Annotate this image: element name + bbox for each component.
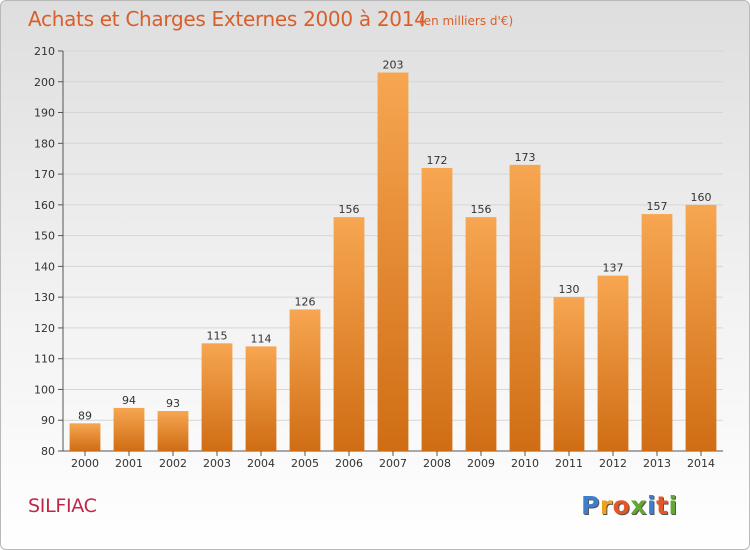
bar-2002 — [157, 411, 189, 451]
y-tick-label: 190 — [34, 107, 55, 120]
chart-subtitle: (en milliers d'€) — [419, 14, 514, 28]
y-tick-label: 210 — [34, 45, 55, 58]
value-label-2013: 157 — [647, 200, 668, 213]
bar-2006 — [333, 217, 365, 451]
value-label-2009: 156 — [471, 203, 492, 216]
y-tick-label: 140 — [34, 260, 55, 273]
y-tick-label: 200 — [34, 76, 55, 89]
value-label-2008: 172 — [427, 154, 448, 167]
x-tick-label-2009: 2009 — [467, 457, 495, 470]
bar-2003 — [201, 343, 233, 451]
logo-letter: i — [668, 491, 678, 520]
value-label-2001: 94 — [122, 394, 136, 407]
value-label-2012: 137 — [603, 262, 624, 275]
bar-2001 — [113, 407, 145, 451]
y-tick-label: 90 — [41, 414, 55, 427]
bar-2013 — [641, 214, 673, 451]
bar-2014 — [685, 204, 717, 451]
y-tick-label: 80 — [41, 445, 55, 458]
y-tick-label: 170 — [34, 168, 55, 181]
chart-title: Achats et Charges Externes 2000 à 2014 — [28, 7, 427, 31]
value-label-2002: 93 — [166, 397, 180, 410]
x-tick-label-2004: 2004 — [247, 457, 275, 470]
value-label-2005: 126 — [295, 295, 316, 308]
x-tick-label-2002: 2002 — [159, 457, 187, 470]
x-tick-label-2000: 2000 — [71, 457, 99, 470]
proxiti-logo: Proxiti — [581, 491, 678, 520]
axes: 80 90 100 110 120 130 140 150 160 170 180 190 200 210… — [34, 45, 723, 470]
logo-letter: o — [612, 491, 631, 520]
y-tick-label: 120 — [34, 322, 55, 335]
bar-2005 — [289, 309, 321, 451]
x-tick-label-2005: 2005 — [291, 457, 319, 470]
bar-2012 — [597, 275, 629, 451]
x-tick-label-2006: 2006 — [335, 457, 363, 470]
value-label-2007: 203 — [383, 59, 404, 72]
value-label-2011: 130 — [559, 283, 580, 296]
commune-name: SILFIAC — [28, 495, 97, 517]
bar-2009 — [465, 217, 497, 451]
x-tick-label-2003: 2003 — [203, 457, 231, 470]
bar-2010 — [509, 164, 541, 451]
value-label-2000: 89 — [78, 409, 92, 422]
x-tick-label-2014: 2014 — [687, 457, 715, 470]
value-label-2004: 114 — [251, 332, 272, 345]
logo-letter: P — [581, 491, 600, 520]
y-tick-label: 160 — [34, 199, 55, 212]
x-tick-label-2011: 2011 — [555, 457, 583, 470]
value-label-2003: 115 — [207, 329, 228, 342]
x-tick-label-2012: 2012 — [599, 457, 627, 470]
value-label-2014: 160 — [691, 191, 712, 204]
y-tick-label: 180 — [34, 137, 55, 150]
bar-2004 — [245, 346, 277, 451]
value-labels: 89 94 93 115 114 126 156 203 172 156 173 130 137 157 1… — [78, 59, 712, 423]
bar-2011 — [553, 297, 585, 451]
y-tick-label: 130 — [34, 291, 55, 304]
value-label-2010: 173 — [515, 151, 536, 164]
bar-2000 — [69, 423, 101, 451]
y-tick-label: 100 — [34, 383, 55, 396]
value-label-2006: 156 — [339, 203, 360, 216]
y-tick-label: 150 — [34, 230, 55, 243]
bar-2008 — [421, 167, 453, 451]
y-tick-label: 110 — [34, 353, 55, 366]
x-tick-label-2008: 2008 — [423, 457, 451, 470]
logo-letter: i — [647, 491, 657, 520]
bar-2007 — [377, 72, 409, 452]
x-tick-label-2010: 2010 — [511, 457, 539, 470]
logo-letter: t — [656, 491, 669, 520]
x-tick-label-2001: 2001 — [115, 457, 143, 470]
bars — [69, 72, 717, 452]
logo-letter: r — [599, 491, 613, 520]
x-tick-label-2007: 2007 — [379, 457, 407, 470]
x-tick-label-2013: 2013 — [643, 457, 671, 470]
logo-letter: x — [630, 491, 647, 520]
